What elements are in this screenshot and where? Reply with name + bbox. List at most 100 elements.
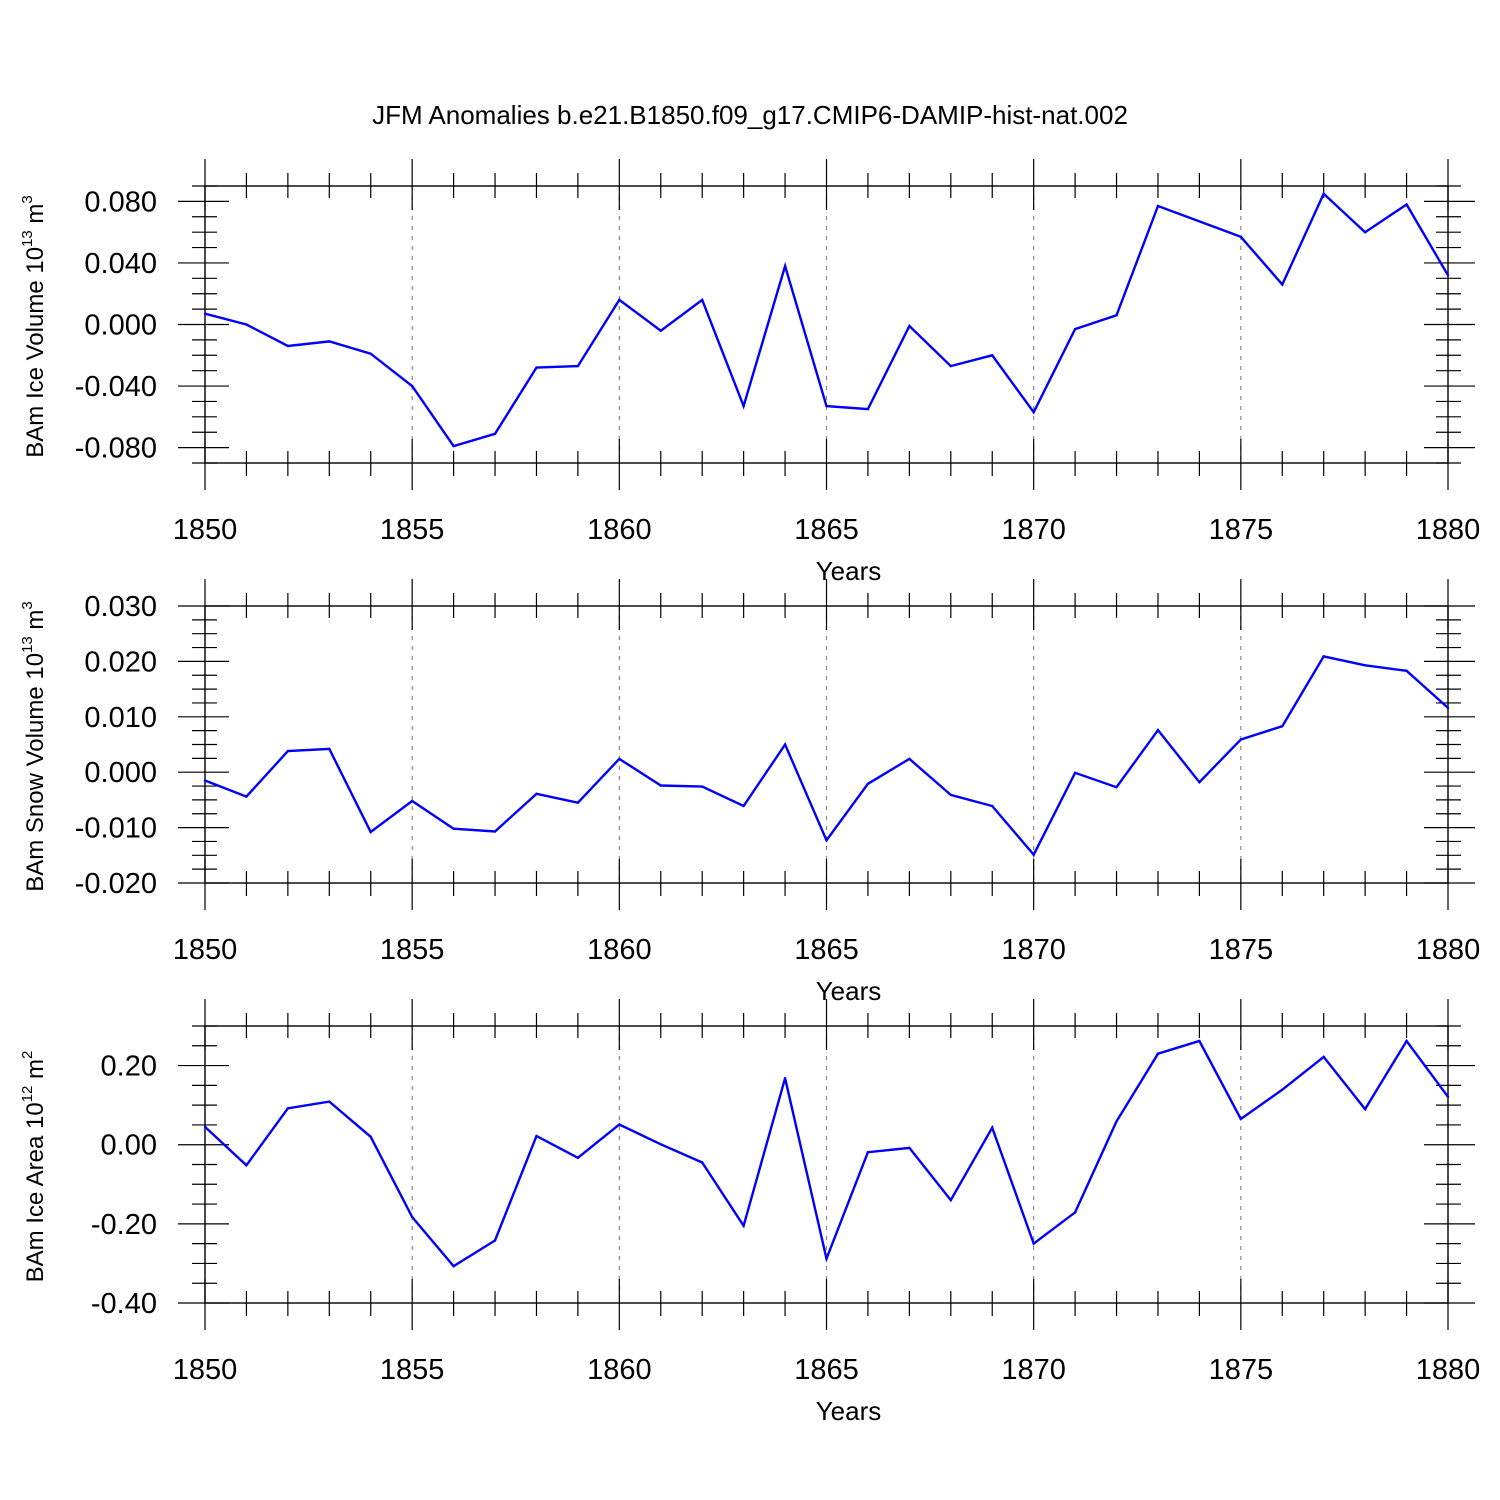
data-point-1-1866 (866, 407, 870, 411)
data-point-1-1864 (783, 264, 787, 268)
y-tick-label-m0p2: -0.20 (91, 1209, 157, 1241)
data-point-3-1853 (328, 1100, 331, 1103)
data-point-2-1860 (618, 757, 621, 761)
data-point-3-1870 (1032, 1242, 1035, 1245)
data-point-1-1870 (1032, 411, 1035, 414)
data-point-3-1879 (1405, 1039, 1408, 1043)
x-tick-label-1870: 1870 (1001, 934, 1066, 966)
x-axis-label: Years (816, 556, 882, 586)
data-point-3-1858 (535, 1134, 538, 1138)
data-point-3-1851 (245, 1164, 248, 1167)
data-point-3-1856 (452, 1265, 455, 1268)
data-point-1-1861 (659, 329, 662, 332)
data-point-1-1860 (618, 298, 621, 302)
x-tick-label-1860: 1860 (587, 514, 652, 546)
data-point-3-1878 (1363, 1107, 1367, 1111)
x-tick-label-1870: 1870 (1001, 1354, 1066, 1386)
data-point-2-1868 (949, 793, 952, 797)
y-tick-label-0: 0.000 (84, 757, 157, 789)
data-point-3-1862 (701, 1161, 704, 1164)
data-point-1-1871 (1073, 327, 1077, 331)
panels: 1850 1855 1860 1865 1870 1875 1880 -0.080 -0.040… (19, 159, 1480, 1426)
y-tick-label-0p04: 0.040 (84, 248, 157, 280)
data-point-3-1876 (1281, 1088, 1284, 1091)
data-point-2-1865 (825, 839, 828, 842)
data-point-3-1861 (659, 1143, 662, 1146)
data-point-2-1857 (493, 830, 497, 833)
y-tick-label-m0p4: -0.40 (91, 1288, 157, 1320)
data-point-1-1878 (1363, 231, 1367, 234)
data-point-3-1871 (1073, 1211, 1077, 1214)
data-point-2-1870 (1032, 853, 1035, 856)
data-point-2-1859 (576, 801, 580, 804)
chart-title: JFM Anomalies b.e21.B1850.f09_g17.CMIP6-… (372, 100, 1128, 130)
data-point-3-1863 (742, 1224, 745, 1228)
data-point-1-1853 (328, 340, 331, 343)
data-point-3-1877 (1322, 1055, 1325, 1059)
data-point-1-1867 (908, 324, 911, 328)
data-point-1-1852 (286, 344, 290, 348)
data-point-3-1865 (825, 1257, 828, 1260)
data-point-1-1862 (701, 298, 704, 302)
data-point-2-1872 (1115, 786, 1118, 789)
panel-2: 1850 1855 1860 1865 1870 1875 1880 -0.020 -0.010… (19, 579, 1480, 1006)
y-tick-label-0p01: 0.010 (84, 702, 157, 734)
x-tick-label-1880: 1880 (1416, 934, 1481, 966)
data-point-3-1867 (908, 1146, 911, 1150)
data-point-1-1854 (369, 352, 372, 355)
data-point-1-1879 (1405, 203, 1408, 206)
y-axis-label: BAm Ice Area 1012 m2 (19, 1051, 49, 1283)
data-point-2-1876 (1281, 725, 1284, 728)
data-point-2-1869 (991, 804, 994, 808)
data-point-3-1872 (1115, 1120, 1118, 1123)
y-tick-label-m0p02: -0.020 (75, 868, 157, 900)
data-point-3-1855 (411, 1215, 414, 1219)
data-point-2-1873 (1156, 728, 1160, 732)
data-point-1-1875 (1239, 235, 1243, 238)
data-point-3-1854 (369, 1135, 372, 1139)
data-point-2-1863 (742, 804, 745, 808)
data-point-2-1880 (1446, 706, 1450, 710)
data-point-1-1880 (1446, 274, 1450, 277)
data-point-2-1856 (452, 827, 455, 830)
x-tick-label-1875: 1875 (1209, 514, 1274, 546)
x-tick-label-1865: 1865 (794, 514, 859, 546)
data-point-1-1863 (742, 404, 745, 408)
y-tick-label-0p02: 0.020 (84, 646, 157, 678)
data-point-3-1857 (493, 1239, 497, 1242)
data-point-1-1876 (1281, 283, 1284, 286)
data-point-2-1877 (1322, 655, 1325, 658)
data-point-2-1852 (286, 749, 290, 753)
data-point-3-1860 (618, 1123, 621, 1126)
x-tick-label-1850: 1850 (173, 1354, 238, 1386)
data-point-2-1862 (701, 785, 704, 788)
data-point-2-1851 (245, 795, 248, 798)
y-tick-label-m0p04: -0.040 (75, 371, 157, 403)
data-point-2-1879 (1405, 669, 1408, 672)
data-point-2-1853 (328, 747, 331, 751)
x-tick-label-1860: 1860 (587, 934, 652, 966)
data-point-3-1866 (866, 1151, 870, 1154)
data-point-2-1850 (203, 779, 207, 782)
data-point-1-1872 (1115, 314, 1118, 317)
y-tick-label-0: 0.00 (101, 1130, 157, 1162)
y-tick-label-0p08: 0.080 (84, 186, 157, 218)
data-point-1-1877 (1322, 192, 1325, 195)
x-tick-label-1875: 1875 (1209, 934, 1274, 966)
x-tick-label-1855: 1855 (380, 1354, 445, 1386)
panel-3: 1850 1855 1860 1865 1870 1875 1880 -0.40 -0.20 0.… (19, 999, 1480, 1426)
x-tick-label-1855: 1855 (380, 514, 445, 546)
data-point-1-1869 (991, 354, 994, 357)
data-point-2-1861 (659, 784, 662, 787)
data-point-2-1878 (1363, 664, 1367, 667)
data-point-2-1854 (369, 830, 372, 834)
x-tick-label-1865: 1865 (794, 1354, 859, 1386)
data-point-1-1874 (1198, 220, 1201, 223)
x-axis-label: Years (816, 976, 882, 1006)
x-tick-label-1875: 1875 (1209, 1354, 1274, 1386)
y-tick-label-0p2: 0.20 (101, 1051, 157, 1083)
data-point-2-1874 (1198, 781, 1201, 784)
y-axis-label: BAm Ice Volume 1013 m3 (19, 195, 49, 457)
data-point-2-1866 (866, 782, 870, 785)
y-tick-label-m0p08: -0.080 (75, 433, 157, 465)
